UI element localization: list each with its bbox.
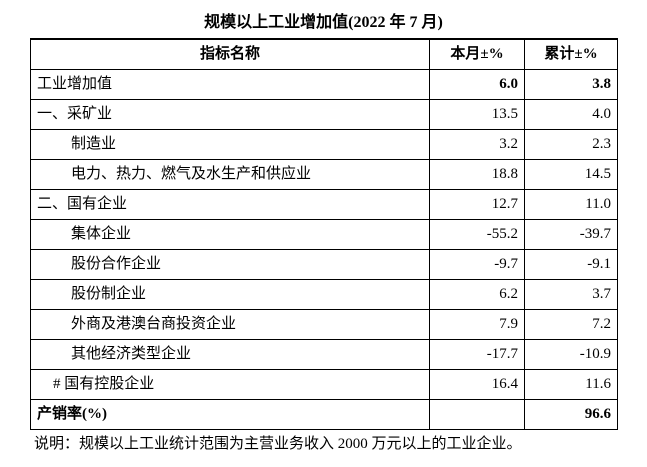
value-cell: 14.5 (524, 159, 618, 190)
value-cell: 4.0 (524, 99, 618, 130)
table-row: 股份制企业 6.2 3.7 (30, 279, 618, 310)
row-label: 股份合作企业 (30, 249, 430, 280)
table-row: # 国有控股企业 16.4 11.6 (30, 369, 618, 400)
table-row: 产销率(%) 96.6 (30, 399, 618, 430)
value-cell: 11.6 (524, 369, 618, 400)
value-cell (429, 399, 525, 430)
value-cell: -55.2 (429, 219, 525, 250)
table-row: 制造业 3.2 2.3 (30, 129, 618, 160)
value-cell: 3.8 (524, 69, 618, 100)
row-label: # 国有控股企业 (30, 369, 430, 400)
table-row: 其他经济类型企业 -17.7 -10.9 (30, 339, 618, 370)
value-cell: -10.9 (524, 339, 618, 370)
table-row: 二、国有企业 12.7 11.0 (30, 189, 618, 220)
table-row: 股份合作企业 -9.7 -9.1 (30, 249, 618, 280)
value-cell: 6.2 (429, 279, 525, 310)
row-label: 产销率(%) (30, 399, 430, 430)
header-cell: 累计±% (524, 38, 618, 70)
value-cell: 18.8 (429, 159, 525, 190)
header-cell: 本月±% (429, 38, 525, 70)
row-label: 股份制企业 (30, 279, 430, 310)
value-cell: 16.4 (429, 369, 525, 400)
title: 规模以上工业增加值(2022 年 7 月) (204, 14, 443, 31)
row-label: 其他经济类型企业 (30, 339, 430, 370)
value-cell: 96.6 (524, 399, 618, 430)
value-cell: 7.2 (524, 309, 618, 340)
value-cell: -9.7 (429, 249, 525, 280)
row-label: 电力、热力、燃气及水生产和供应业 (30, 159, 430, 190)
note: 说明：规模以上工业统计范围为主营业务收入 2000 万元以上的工业企业。 (34, 436, 522, 452)
value-cell: 3.2 (429, 129, 525, 160)
table-row: 电力、热力、燃气及水生产和供应业 18.8 14.5 (30, 159, 618, 190)
header-row: 指标名称 本月±% 累计±% (30, 38, 618, 70)
row-label: 外商及港澳台商投资企业 (30, 309, 430, 340)
row-label: 工业增加值 (30, 69, 430, 100)
row-label: 一、采矿业 (30, 99, 430, 130)
value-cell: 11.0 (524, 189, 618, 220)
table-row: 一、采矿业 13.5 4.0 (30, 99, 618, 130)
value-cell: 12.7 (429, 189, 525, 220)
value-cell: -39.7 (524, 219, 618, 250)
value-cell: 13.5 (429, 99, 525, 130)
value-cell: 6.0 (429, 69, 525, 100)
table-row: 外商及港澳台商投资企业 7.9 7.2 (30, 309, 618, 340)
table-row: 工业增加值 6.0 3.8 (30, 69, 618, 100)
value-cell: 2.3 (524, 129, 618, 160)
data-table: 指标名称 本月±% 累计±% 工业增加值 6.0 3.8 一、采矿业 13.5 4.0 制造… (30, 38, 618, 430)
row-label: 制造业 (30, 129, 430, 160)
value-cell: -17.7 (429, 339, 525, 370)
value-cell: 7.9 (429, 309, 525, 340)
header-cell: 指标名称 (30, 38, 430, 70)
value-cell: 3.7 (524, 279, 618, 310)
value-cell: -9.1 (524, 249, 618, 280)
table-row: 集体企业 -55.2 -39.7 (30, 219, 618, 250)
row-label: 集体企业 (30, 219, 430, 250)
row-label: 二、国有企业 (30, 189, 430, 220)
